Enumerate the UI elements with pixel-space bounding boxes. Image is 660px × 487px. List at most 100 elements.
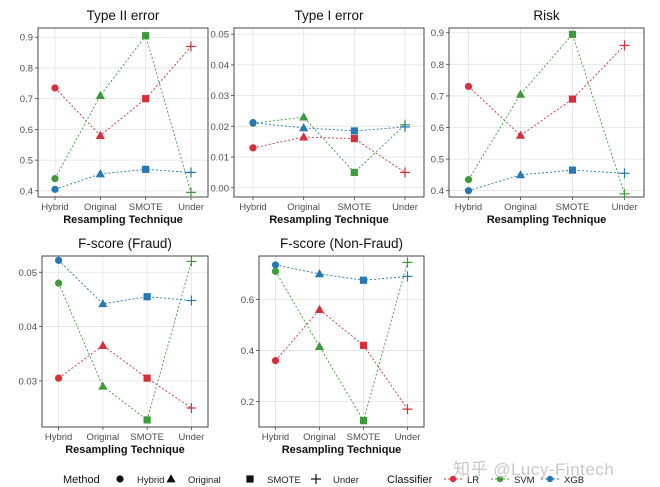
y-tick-label: 0.05 — [19, 268, 38, 279]
data-point-xgb-under — [402, 271, 413, 282]
data-point-lr-under — [186, 403, 197, 413]
data-point-lr-hybrid — [55, 374, 63, 382]
series-line-lr — [54, 46, 192, 137]
x-tick-label: Under — [612, 202, 638, 213]
series-line-xgb — [468, 169, 625, 192]
data-point-svm-under — [619, 188, 630, 199]
data-point-lr-under — [186, 41, 196, 52]
x-tick-label: Original — [303, 432, 336, 443]
x-tick-label: Under — [178, 432, 204, 443]
x-axis-label: Resampling Technique — [65, 444, 185, 456]
data-point-lr-original — [98, 340, 108, 349]
legend-dot-lr — [449, 475, 457, 483]
y-tick-label: 0.4 — [20, 186, 33, 197]
data-point-svm-under — [186, 187, 196, 198]
data-point-xgb-hybrid — [51, 185, 59, 193]
x-tick-label: Under — [392, 202, 418, 213]
panel-border — [448, 27, 645, 198]
legend-method-label: Under — [333, 475, 359, 486]
data-point-svm-original — [314, 341, 325, 351]
data-point-lr-hybrid — [249, 144, 257, 152]
data-point-lr-smote — [568, 95, 577, 103]
y-tick-label: 0.5 — [431, 155, 444, 166]
chart-panel-1: Type II error 0.4 0.5 0.6 0.7 0.8 0.9 Hybrid Ori… — [20, 8, 209, 226]
x-tick-label: SMOTE — [556, 202, 590, 213]
x-tick-label: Original — [84, 202, 117, 213]
x-tick-label: SMOTE — [347, 432, 381, 443]
data-point-svm-hybrid — [55, 279, 63, 287]
legend-classifier-label: XGB — [564, 475, 584, 486]
y-tick-label: 0.2 — [241, 397, 254, 408]
data-point-lr-hybrid — [464, 82, 473, 91]
chart-panel-4: F-score (Fraud) 0.03 0.04 0.05 Hybrid Origina… — [19, 236, 209, 456]
data-point-lr-original — [299, 132, 309, 141]
legend-dot-svm — [496, 475, 504, 483]
data-point-lr-under — [400, 167, 410, 178]
data-point-svm-original — [515, 89, 526, 98]
y-tick-label: 0.4 — [241, 346, 254, 357]
data-point-lr-original — [515, 130, 526, 139]
data-point-xgb-original — [299, 123, 309, 132]
data-point-svm-original — [299, 112, 309, 121]
x-tick-label: Hybrid — [262, 432, 289, 443]
data-point-svm-hybrid — [271, 267, 280, 275]
data-point-lr-original — [95, 130, 105, 139]
panel-title: Risk — [533, 8, 559, 23]
y-tick-label: 0.6 — [431, 123, 444, 134]
y-tick-label: 0.7 — [431, 91, 444, 102]
panel-border — [37, 27, 209, 198]
x-tick-label: Under — [395, 432, 421, 443]
x-tick-label: Original — [504, 202, 537, 213]
data-point-xgb-original — [95, 169, 105, 178]
legend-triangle-icon — [166, 474, 176, 483]
chart-panel-5: F-score (Non-Fraud) 0.2 0.4 0.6 Hybrid Origin… — [241, 236, 425, 456]
series-line-xgb — [54, 168, 192, 190]
data-point-xgb-smote — [350, 127, 358, 135]
y-tick-label: 0.5 — [20, 156, 33, 167]
x-tick-label: Hybrid — [45, 432, 72, 443]
panel-title: Type I error — [294, 8, 364, 23]
y-tick-label: 0.01 — [211, 153, 230, 164]
data-point-svm-smote — [143, 416, 151, 424]
data-point-svm-under — [186, 256, 197, 267]
legend-classifier-label: SVM — [514, 475, 535, 486]
series-line-svm — [468, 33, 625, 194]
legend-method-label: Original — [188, 475, 221, 486]
data-point-xgb-hybrid — [271, 261, 280, 269]
data-point-xgb-original — [98, 298, 108, 308]
data-point-xgb-under — [186, 167, 196, 178]
y-tick-label: 0.00 — [211, 183, 230, 194]
data-point-svm-smote — [359, 417, 368, 425]
panel-title: F-score (Non-Fraud) — [280, 236, 403, 251]
series-line-lr — [252, 136, 406, 173]
data-point-svm-hybrid — [51, 174, 59, 183]
series-line-xgb — [58, 260, 192, 305]
series-line-lr — [275, 308, 408, 410]
data-point-xgb-smote — [359, 276, 368, 284]
legend-plus-icon — [311, 474, 321, 484]
data-point-xgb-smote — [143, 293, 151, 301]
data-point-lr-smote — [350, 135, 358, 143]
data-point-lr-smote — [359, 341, 368, 349]
y-tick-label: 0.03 — [211, 91, 230, 102]
data-point-xgb-under — [400, 121, 410, 132]
y-tick-label: 0.7 — [20, 94, 33, 105]
y-tick-label: 0.9 — [20, 33, 33, 44]
y-tick-label: 0.04 — [211, 60, 230, 71]
legend-method-label: Hybrid — [137, 475, 164, 486]
data-point-xgb-smote — [568, 166, 577, 174]
data-point-xgb-hybrid — [55, 256, 63, 264]
x-axis-label: Resampling Technique — [269, 214, 389, 226]
legend-circle-icon — [116, 475, 124, 483]
data-point-lr-hybrid — [51, 84, 59, 92]
watermark: 知乎 @Lucy-Fintech — [453, 460, 615, 479]
panel-border — [41, 255, 209, 428]
legend-square-icon — [246, 475, 254, 483]
x-tick-label: SMOTE — [129, 202, 163, 213]
data-point-svm-smote — [350, 168, 358, 177]
series-line-xgb — [252, 122, 406, 132]
series-line-svm — [275, 262, 408, 422]
series-line-svm — [252, 116, 406, 174]
data-point-xgb-original — [515, 170, 526, 179]
